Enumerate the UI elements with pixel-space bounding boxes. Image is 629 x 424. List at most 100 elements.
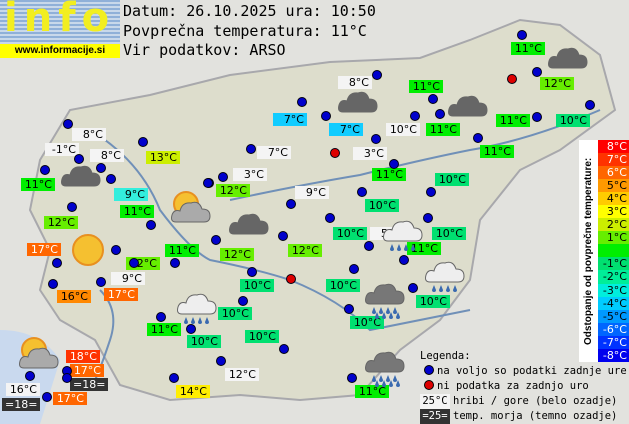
- station-dot-available[interactable]: [297, 97, 307, 107]
- temperature-label: 17°C: [104, 288, 138, 301]
- station-dot-available[interactable]: [532, 112, 542, 122]
- scale-cell: -5°C: [598, 309, 629, 323]
- scale-cell: -6°C: [598, 322, 629, 336]
- temperature-label: 16°C: [6, 383, 40, 396]
- scale-cell: 5°C: [598, 179, 629, 193]
- temperature-label: 11°C: [496, 114, 530, 127]
- temperature-label: 14°C: [176, 385, 210, 398]
- station-dot-available[interactable]: [371, 134, 381, 144]
- station-dot-available[interactable]: [146, 220, 156, 230]
- station-dot-available[interactable]: [169, 373, 179, 383]
- station-dot-available[interactable]: [347, 373, 357, 383]
- station-dot-missing[interactable]: [286, 274, 296, 284]
- temperature-label: 11°C: [120, 205, 154, 218]
- scale-cell: -2°C: [598, 270, 629, 284]
- station-dot-available[interactable]: [364, 241, 374, 251]
- station-dot-available[interactable]: [63, 119, 73, 129]
- station-dot-available[interactable]: [211, 235, 221, 245]
- cloudy-icon: [229, 213, 269, 235]
- station-dot-available[interactable]: [473, 133, 483, 143]
- station-dot-available[interactable]: [203, 178, 213, 188]
- temperature-label: 12°C: [288, 244, 322, 257]
- station-dot-available[interactable]: [532, 67, 542, 77]
- average-temperature: Povprečna temperatura: 11°C: [123, 22, 367, 40]
- station-dot-available[interactable]: [156, 312, 166, 322]
- station-dot-missing[interactable]: [507, 74, 517, 84]
- station-dot-available[interactable]: [42, 392, 52, 402]
- station-dot-available[interactable]: [517, 30, 527, 40]
- river: [89, 129, 471, 332]
- legend-item-sea: =25= temp. morja (temno ozadje): [420, 409, 627, 424]
- temperature-label: 10°C: [432, 227, 466, 240]
- station-dot-available[interactable]: [435, 109, 445, 119]
- station-dot-available[interactable]: [218, 172, 228, 182]
- temperature-label: 11°C: [21, 178, 55, 191]
- station-dot-available[interactable]: [25, 371, 35, 381]
- temperature-label: 12°C: [220, 248, 254, 261]
- temperature-label: 10°C: [187, 335, 221, 348]
- station-dot-available[interactable]: [67, 202, 77, 212]
- station-dot-available[interactable]: [286, 199, 296, 209]
- cloudy-icon: [338, 91, 378, 113]
- temperature-label: 10°C: [386, 123, 420, 136]
- temperature-label: 10°C: [556, 114, 590, 127]
- station-dot-available[interactable]: [246, 144, 256, 154]
- temperature-label: 10°C: [416, 295, 450, 308]
- station-dot-available[interactable]: [279, 344, 289, 354]
- station-dot-available[interactable]: [321, 111, 331, 121]
- station-dot-available[interactable]: [96, 277, 106, 287]
- legend-item-blue: na voljo so podatki zadnje ure: [420, 364, 627, 379]
- station-dot-available[interactable]: [426, 187, 436, 197]
- sunny-icon: [72, 234, 104, 266]
- logo-url[interactable]: www.informacije.si: [0, 44, 120, 58]
- scale-cell: -1°C: [598, 257, 629, 271]
- station-dot-available[interactable]: [344, 304, 354, 314]
- legend-text: temp. morja (temno ozadje): [453, 410, 618, 422]
- station-dot-available[interactable]: [325, 213, 335, 223]
- scale-cell: 2°C: [598, 218, 629, 232]
- deviation-scale: Odstopanje od povprečne temperature: 8°C…: [579, 140, 629, 362]
- station-dot-available[interactable]: [129, 258, 139, 268]
- station-dot-available[interactable]: [40, 165, 50, 175]
- heavy-rain-icon: [365, 283, 405, 319]
- temperature-label: 9°C: [295, 186, 329, 199]
- light-rain-icon: [425, 261, 465, 292]
- station-dot-available[interactable]: [74, 154, 84, 164]
- station-dot-available[interactable]: [278, 231, 288, 241]
- station-dot-available[interactable]: [96, 163, 106, 173]
- station-dot-available[interactable]: [170, 258, 180, 268]
- station-dot-available[interactable]: [389, 159, 399, 169]
- station-dot-available[interactable]: [410, 111, 420, 121]
- station-dot-available[interactable]: [216, 356, 226, 366]
- temperature-label: 11°C: [165, 244, 199, 257]
- station-dot-available[interactable]: [238, 296, 248, 306]
- legend-text: na voljo so podatki zadnje ure: [437, 365, 627, 377]
- station-dot-available[interactable]: [52, 258, 62, 268]
- temperature-label: -1°C: [45, 143, 79, 156]
- station-dot-available[interactable]: [111, 245, 121, 255]
- legend-title: Legenda:: [420, 350, 471, 362]
- legend: Legenda: na voljo so podatki zadnje ure …: [420, 349, 627, 424]
- station-dot-available[interactable]: [186, 324, 196, 334]
- temperature-label: 11°C: [372, 168, 406, 181]
- scale-cell: 4°C: [598, 192, 629, 206]
- station-dot-available[interactable]: [106, 174, 116, 184]
- station-dot-available[interactable]: [349, 264, 359, 274]
- station-dot-missing[interactable]: [330, 148, 340, 158]
- station-dot-available[interactable]: [585, 100, 595, 110]
- station-dot-available[interactable]: [48, 279, 58, 289]
- logo[interactable]: info www.informacije.si: [0, 0, 120, 58]
- station-dot-available[interactable]: [247, 267, 257, 277]
- legend-item-red: ni podatka za zadnjo uro: [420, 379, 627, 394]
- temperature-label: 12°C: [216, 184, 250, 197]
- station-dot-available[interactable]: [408, 283, 418, 293]
- station-dot-available[interactable]: [62, 373, 72, 383]
- scale-cell: 6°C: [598, 166, 629, 180]
- station-dot-available[interactable]: [138, 137, 148, 147]
- partly-cloudy-icon: [171, 191, 211, 223]
- station-dot-available[interactable]: [372, 70, 382, 80]
- station-dot-available[interactable]: [423, 213, 433, 223]
- station-dot-available[interactable]: [399, 255, 409, 265]
- station-dot-available[interactable]: [357, 187, 367, 197]
- station-dot-available[interactable]: [428, 94, 438, 104]
